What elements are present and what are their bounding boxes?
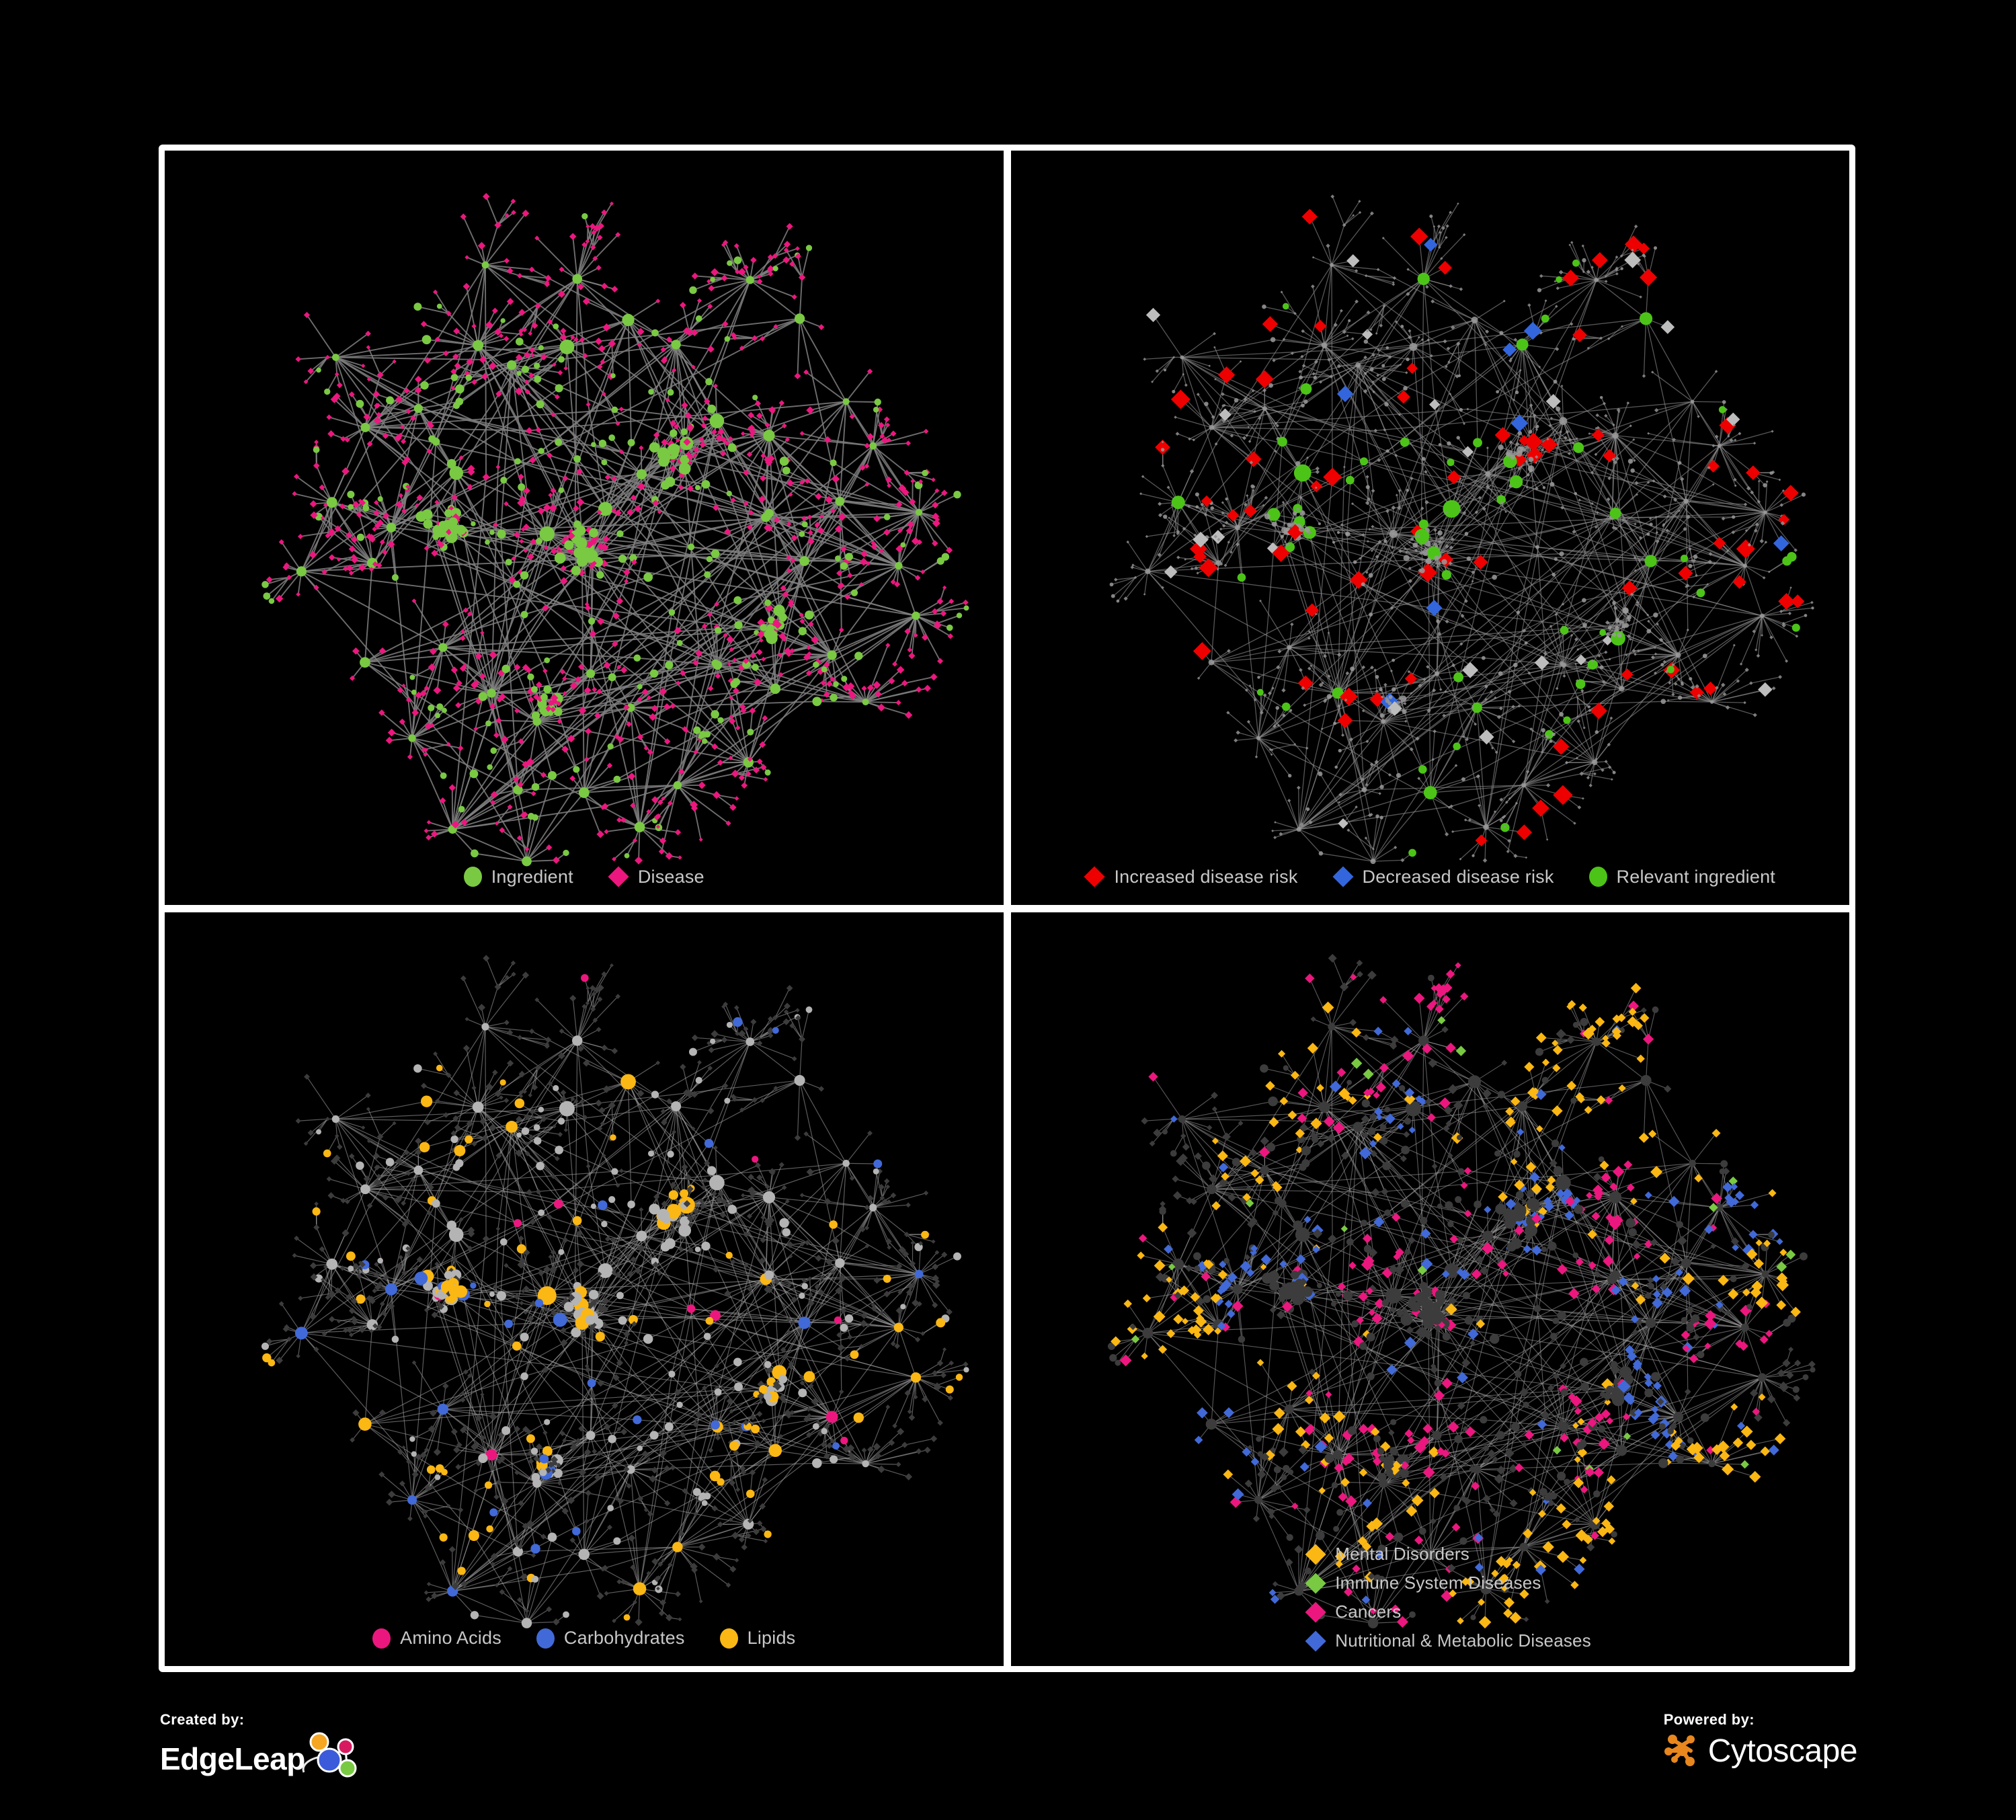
legend-label-carbohydrates: Carbohydrates <box>563 1628 685 1648</box>
panel-disease-risk[interactable]: Increased disease risk Decreased disease… <box>1010 151 1850 905</box>
legend-label-nutritional-metabolic-diseases: Nutritional & Metabolic Diseases <box>1335 1630 1591 1651</box>
network-canvas-disease-risk[interactable] <box>1011 151 1850 905</box>
legend-item-relevant-ingredient[interactable]: Relevant ingredient <box>1588 866 1775 887</box>
legend-label-cancers: Cancers <box>1335 1601 1402 1622</box>
disease-diamond-icon <box>608 866 629 887</box>
legend-item-amino-acids[interactable]: Amino Acids <box>372 1628 501 1649</box>
legend-disease-risk: Increased disease risk Decreased disease… <box>1011 866 1850 887</box>
immune-system-diseases-diamond-icon <box>1305 1572 1326 1594</box>
network-canvas-disease-classes[interactable] <box>1011 912 1850 1667</box>
panel-nutrient-classes[interactable]: Amino Acids Carbohydrates Lipids <box>165 912 1004 1667</box>
ingredient-circle-icon <box>463 867 482 887</box>
legend-ingredient-disease: Ingredient Disease <box>165 866 1004 887</box>
legend-label-ingredient: Ingredient <box>491 866 573 887</box>
relevant-ingredient-circle-icon <box>1588 867 1607 887</box>
created-by-caption: Created by: <box>160 1711 245 1728</box>
legend-item-increased-risk[interactable]: Increased disease risk <box>1084 866 1298 887</box>
carbohydrates-circle-icon <box>536 1628 555 1649</box>
mental-disorders-diamond-icon <box>1305 1543 1326 1565</box>
panel-ingredient-disease[interactable]: Ingredient Disease <box>165 151 1004 905</box>
cytoscape-logo[interactable]: Powered by: <box>1663 1711 1858 1772</box>
edgeleap-network-icon <box>298 1731 360 1786</box>
legend-label-amino-acids: Amino Acids <box>400 1628 501 1648</box>
legend-item-ingredient[interactable]: Ingredient <box>463 866 573 887</box>
increased-risk-diamond-icon <box>1084 866 1106 887</box>
panel-disease-classes[interactable]: Mental Disorders Immune System Diseases … <box>1010 912 1850 1667</box>
edgeleap-wordmark: EdgeLeap <box>160 1741 305 1776</box>
legend-label-decreased-risk: Decreased disease risk <box>1362 866 1554 887</box>
legend-label-disease: Disease <box>637 866 704 887</box>
edgeleap-logo[interactable]: Created by: EdgeLeap <box>160 1711 360 1786</box>
lipids-circle-icon <box>719 1628 738 1649</box>
legend-nutrient-classes: Amino Acids Carbohydrates Lipids <box>165 1628 1004 1649</box>
legend-disease-classes: Mental Disorders Immune System Diseases … <box>1220 1540 1640 1655</box>
legend-item-disease[interactable]: Disease <box>608 866 704 887</box>
legend-item-lipids[interactable]: Lipids <box>719 1628 796 1649</box>
legend-item-mental-disorders[interactable]: Mental Disorders <box>1305 1543 1554 1565</box>
network-canvas-nutrient-classes[interactable] <box>165 912 1004 1667</box>
legend-label-mental-disorders: Mental Disorders <box>1335 1544 1469 1564</box>
legend-label-lipids: Lipids <box>747 1628 796 1648</box>
amino-acids-circle-icon <box>372 1628 391 1649</box>
cancers-diamond-icon <box>1305 1601 1326 1623</box>
legend-label-increased-risk: Increased disease risk <box>1114 866 1298 887</box>
cytoscape-wordmark: Cytoscape <box>1707 1733 1858 1769</box>
legend-label-relevant-ingredient: Relevant ingredient <box>1616 866 1775 887</box>
network-canvas-ingredient-disease[interactable] <box>165 151 1004 905</box>
cytoscape-network-icon <box>1664 1731 1701 1772</box>
figure-frame: Ingredient Disease Increased disease ris… <box>159 145 1855 1672</box>
legend-item-immune-system-diseases[interactable]: Immune System Diseases <box>1305 1572 1554 1594</box>
legend-label-immune-system-diseases: Immune System Diseases <box>1335 1573 1541 1593</box>
legend-item-carbohydrates[interactable]: Carbohydrates <box>536 1628 685 1649</box>
legend-item-decreased-risk[interactable]: Decreased disease risk <box>1332 866 1554 887</box>
nutritional-metabolic-diamond-icon <box>1305 1630 1326 1652</box>
legend-item-nutritional-metabolic-diseases[interactable]: Nutritional & Metabolic Diseases <box>1305 1630 1591 1652</box>
legend-item-cancers[interactable]: Cancers <box>1305 1601 1554 1623</box>
decreased-risk-diamond-icon <box>1332 866 1354 887</box>
powered-by-caption: Powered by: <box>1663 1711 1755 1728</box>
